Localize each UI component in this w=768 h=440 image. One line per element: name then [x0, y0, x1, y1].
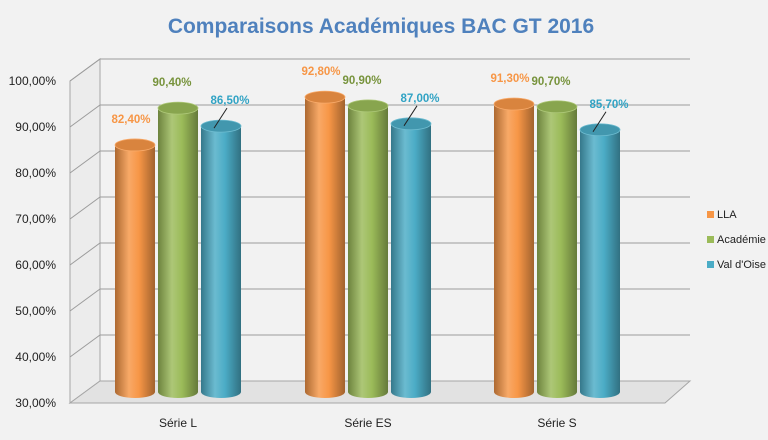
gridlines [69, 58, 690, 358]
data-label: 90,40% [152, 77, 191, 89]
bar [536, 100, 578, 398]
data-label: 90,70% [531, 76, 570, 88]
y-tick-label: 40,00% [15, 350, 56, 364]
bar [579, 123, 621, 398]
legend: LLA Académie Val d'Oise [707, 209, 766, 271]
data-label: 91,30% [490, 73, 529, 85]
y-tick-label: 50,00% [15, 304, 56, 318]
bar [347, 99, 389, 399]
data-label: 87,00% [400, 93, 439, 105]
bar [390, 117, 432, 399]
x-axis-categories: Série L Série ES Série S [159, 416, 577, 430]
legend-entry: Académie [717, 234, 766, 246]
leader-line [213, 107, 228, 129]
bars [114, 90, 621, 399]
data-label: 86,50% [210, 95, 249, 107]
bar [200, 119, 242, 398]
bar [304, 90, 346, 399]
legend-entry: LLA [717, 209, 737, 221]
data-label: 92,80% [301, 66, 340, 78]
legend-swatch [707, 211, 714, 218]
bar [157, 101, 199, 398]
category-label: Série L [159, 416, 197, 430]
category-label: Série ES [344, 416, 391, 430]
chart-title: Comparaisons Académiques BAC GT 2016 [168, 15, 594, 38]
y-axis-ticks: 30,00% 40,00% 50,00% 60,00% 70,00% 80,00% 90,0… [9, 74, 57, 410]
legend-swatch [707, 261, 714, 268]
data-label: 90,90% [342, 75, 381, 87]
legend-swatch [707, 236, 714, 243]
y-tick-label: 100,00% [9, 74, 57, 88]
y-tick-label: 80,00% [15, 166, 56, 180]
y-tick-label: 70,00% [15, 212, 56, 226]
y-tick-label: 60,00% [15, 258, 56, 272]
y-tick-label: 90,00% [15, 120, 56, 134]
leader-line [592, 111, 607, 133]
data-label: 85,70% [589, 99, 628, 111]
data-labels: 82,40% 90,40% 86,50% 92,80%90,90% 87,00% 91,3… [111, 66, 629, 133]
legend-entry: Val d'Oise [717, 259, 766, 271]
leader-line [403, 105, 418, 127]
data-label: 82,40% [111, 114, 150, 126]
bar [114, 138, 156, 398]
category-label: Série S [537, 416, 576, 430]
bar [493, 97, 535, 399]
y-tick-label: 30,00% [15, 396, 56, 410]
